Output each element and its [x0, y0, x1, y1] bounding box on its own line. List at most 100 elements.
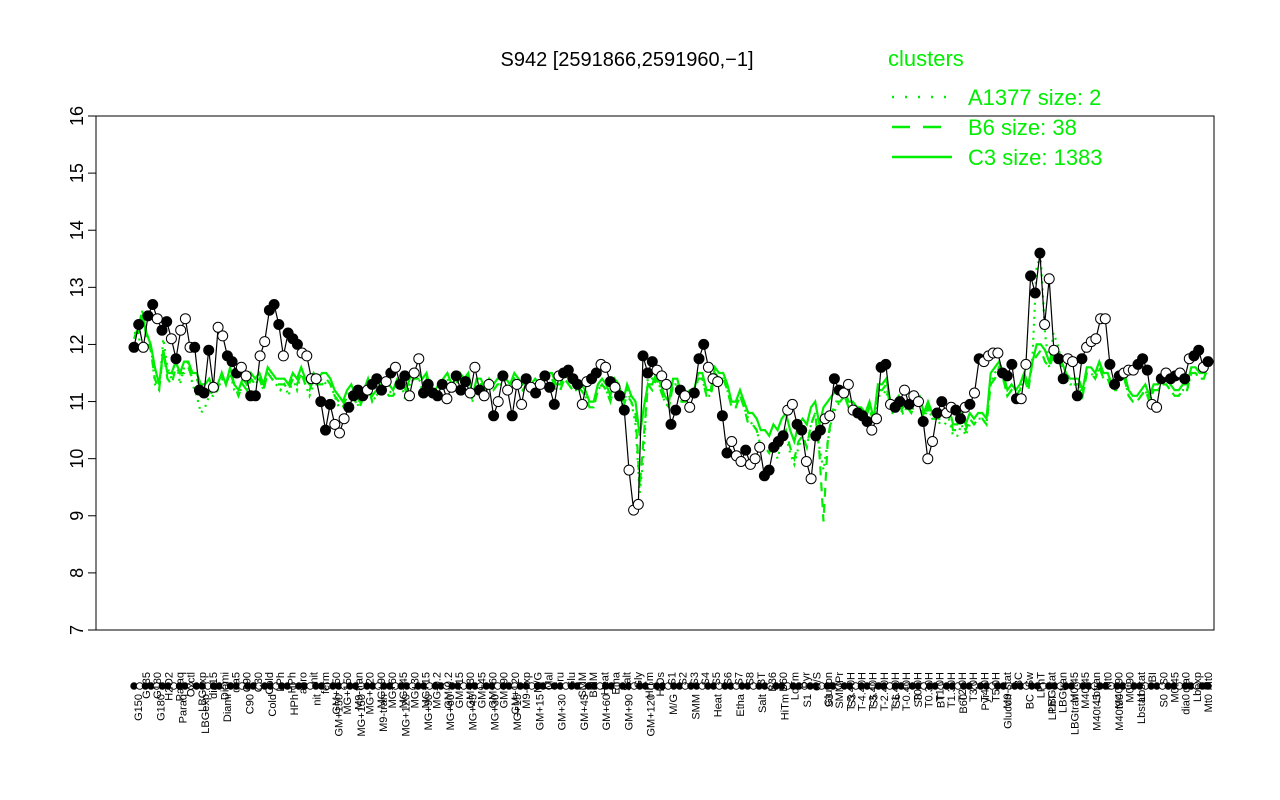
data-point-filled — [170, 353, 182, 365]
data-point-filled — [698, 338, 710, 350]
x-tick-label: T2.0H — [957, 672, 969, 702]
x-tick-label: T1.30H — [946, 672, 958, 708]
data-point-open — [151, 313, 163, 325]
data-point-filled — [1025, 270, 1037, 282]
data-point-filled — [530, 387, 542, 399]
data-point-open — [1090, 333, 1102, 345]
y-tick-label: 15 — [67, 163, 87, 183]
x-tick-label: H2O2 — [163, 672, 175, 701]
x-tick-label: Pyr — [980, 694, 992, 711]
data-point-open — [235, 361, 247, 373]
x-axis: G135 G180 H2O2 Paraq Oxctl LBGexp dia15 Diami di… — [130, 671, 1215, 737]
data-point-filled — [614, 390, 626, 402]
data-point-filled — [1202, 356, 1214, 368]
data-point-filled — [646, 356, 658, 368]
data-point-filled — [147, 299, 159, 310]
data-point-open — [329, 418, 341, 430]
x-tick-label: T-2.40H — [879, 672, 891, 711]
data-point-filled — [1029, 287, 1041, 299]
data-point-open — [1043, 273, 1055, 285]
data-point-open — [1067, 356, 1079, 368]
x-tick-label: G180 — [155, 694, 167, 721]
x-tick-label: HiOs — [655, 672, 667, 697]
data-point-open — [390, 361, 401, 373]
data-point-open — [175, 324, 187, 336]
x-tick-label: M9-tran — [378, 694, 390, 732]
x-tick-label: S3 — [846, 694, 858, 707]
data-point-filled — [156, 324, 168, 336]
x-tick-label: MG+45 — [398, 672, 410, 708]
x-tick-label: M0t45 — [1069, 672, 1081, 703]
data-point-open — [310, 373, 322, 385]
data-point-open — [1151, 401, 1163, 413]
data-point-filled — [814, 424, 826, 436]
x-tick-label: GM+120 — [510, 672, 522, 715]
x-tick-label: BC — [1025, 694, 1037, 709]
y-axis: 7 8 9 10 11 12 13 14 15 16 — [67, 106, 97, 635]
x-tick-label: T1.0H — [935, 672, 947, 702]
x-tick-label: LoTm — [789, 672, 801, 700]
x-tick-label: HiTm — [644, 672, 656, 698]
data-point-filled — [1137, 353, 1149, 365]
data-point-filled — [1006, 358, 1018, 370]
data-point-open — [754, 441, 766, 453]
data-point-filled — [226, 356, 238, 368]
data-point-filled — [1104, 358, 1116, 370]
x-tick-label: S1 — [666, 672, 678, 685]
x-tick-label: Oxctl — [186, 672, 198, 697]
data-point-filled — [740, 444, 752, 456]
x-tick-label: BT — [936, 694, 948, 708]
x-tick-label: GM+30 — [465, 672, 477, 708]
x-tick-label: GM+15 — [534, 694, 546, 730]
y-tick-label: 11 — [67, 392, 87, 411]
data-point-filled — [273, 319, 285, 330]
x-tick-label: Fru — [555, 672, 567, 689]
x-tick-label: Mt0 — [1203, 694, 1215, 712]
data-point-filled — [590, 367, 602, 379]
data-point-filled — [128, 341, 140, 353]
data-point-open — [408, 367, 420, 379]
x-tick-label: LBGstat — [1047, 672, 1059, 712]
data-point-open — [165, 333, 177, 345]
x-tick-label: GM+30 — [557, 694, 569, 730]
x-tick-label: Lbstat — [1136, 672, 1148, 702]
data-point-filled — [721, 447, 733, 459]
x-tick-label: T3.0H — [968, 672, 980, 702]
data-point-filled — [763, 464, 775, 476]
data-point-open — [684, 401, 696, 413]
data-point-filled — [1001, 370, 1013, 382]
data-point-open — [800, 456, 812, 467]
x-tick-label: S3 — [689, 672, 701, 685]
x-tick-label: MG+60 — [445, 694, 457, 730]
data-point-open — [492, 396, 504, 408]
data-point-open — [259, 336, 271, 348]
data-point-filled — [1179, 373, 1191, 385]
data-point-open — [441, 393, 453, 405]
data-point-filled — [1141, 364, 1153, 376]
x-tick-label: S5 — [869, 694, 881, 707]
data-point-open — [749, 453, 761, 465]
data-point-open — [338, 413, 350, 425]
x-tick-label: LPhT — [1047, 694, 1059, 721]
x-tick-label: Pyr — [801, 672, 813, 689]
data-point-filled — [894, 396, 906, 408]
data-point-filled — [399, 370, 411, 382]
data-point-open — [1015, 393, 1027, 405]
x-tick-label: nit — [311, 694, 323, 706]
data-point-open — [824, 410, 836, 422]
data-point-filled — [562, 364, 574, 376]
x-tick-label: T4.0H — [979, 672, 991, 702]
data-point-open — [404, 390, 415, 402]
data-point-filled — [520, 373, 532, 385]
data-point-filled — [320, 424, 331, 436]
x-tick-label: M9-stat — [1002, 672, 1014, 709]
x-tick-label: SMM — [690, 694, 702, 720]
data-point-filled — [450, 370, 462, 382]
data-point-open — [478, 390, 490, 402]
x-tick-label: S4 — [700, 672, 712, 685]
data-point-filled — [161, 316, 173, 328]
x-tick-label: Lbtran — [1091, 672, 1103, 703]
x-tick-label: Lbstat — [1136, 694, 1148, 724]
data-point-filled — [436, 378, 448, 390]
x-tick-label: T-4.40H — [857, 672, 869, 711]
